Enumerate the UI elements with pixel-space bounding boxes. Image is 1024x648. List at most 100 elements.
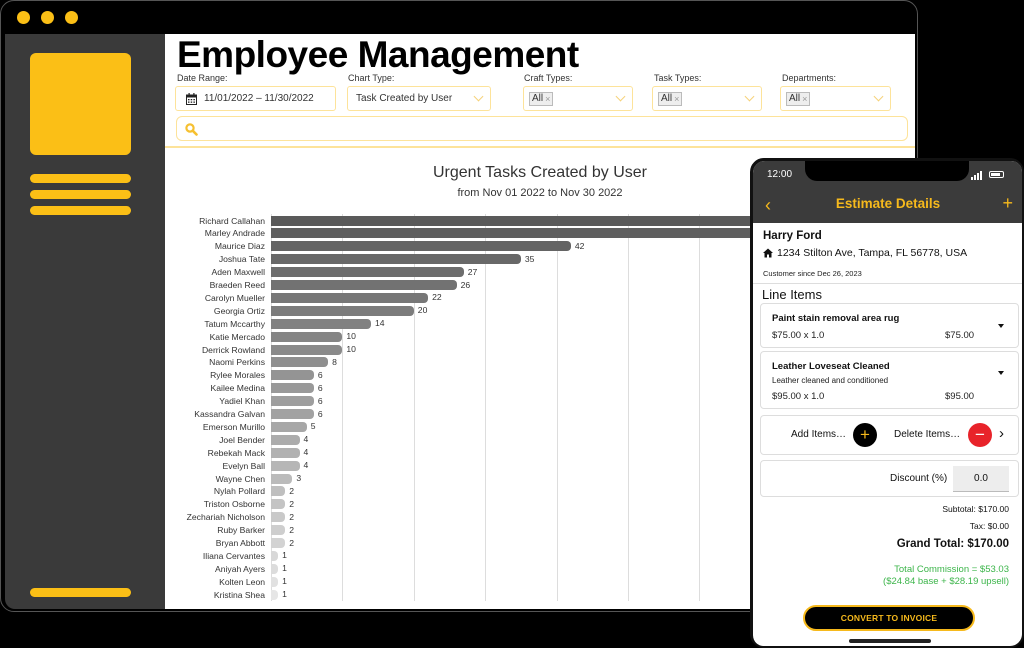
bar-value-label: 20 (417, 305, 428, 316)
caret-down-icon[interactable] (998, 324, 1004, 328)
bar-category-label: Rylee Morales (210, 370, 265, 381)
departments-tag[interactable]: All × (786, 91, 811, 106)
add-items-button[interactable]: + (853, 423, 877, 447)
bar-value-label: 1 (282, 589, 287, 600)
chart-bar[interactable] (271, 241, 571, 252)
chart-bar[interactable] (271, 215, 911, 226)
battery-icon (989, 171, 1004, 178)
chart-bar[interactable] (271, 460, 300, 471)
craft-types-label: Craft Types: (524, 73, 573, 83)
date-range-value: 11/01/2022 – 11/30/2022 (204, 93, 314, 104)
bar-category-label: Richard Callahan (199, 215, 265, 226)
chart-bar[interactable] (271, 280, 457, 290)
logo-placeholder (30, 53, 131, 155)
chart-bar[interactable] (271, 228, 911, 239)
date-range-picker[interactable]: 11/01/2022 – 11/30/2022 (175, 86, 336, 111)
task-types-tag[interactable]: All × (658, 91, 683, 106)
task-types-select[interactable]: All × (652, 86, 762, 111)
chart-bar[interactable] (271, 563, 279, 574)
sidebar-menu-item-2[interactable] (30, 190, 131, 199)
chart-bar[interactable] (271, 254, 521, 265)
chart-title: Urgent Tasks Created by User (432, 164, 647, 181)
window-dot-close[interactable] (17, 11, 30, 24)
caret-down-icon[interactable] (998, 371, 1004, 375)
search-input[interactable] (176, 116, 908, 141)
sidebar-menu-item-1[interactable] (30, 174, 131, 183)
delete-items-label[interactable]: Delete Items… (894, 429, 961, 440)
chart-bar[interactable] (271, 305, 414, 316)
customer-address: 1234 Stilton Ave, Tampa, FL 56778, USA (763, 247, 967, 259)
chart-bar[interactable] (271, 396, 314, 407)
subtotal: Subtotal: $170.00 (942, 504, 1009, 514)
bar-value-label: 4 (303, 447, 309, 458)
chart-bar[interactable] (271, 550, 279, 561)
plus-icon[interactable]: + (1002, 193, 1013, 213)
bar-category-label: Derrick Rowland (201, 344, 265, 355)
line-item-total: $75.00 (945, 330, 975, 341)
remove-tag-icon[interactable]: × (674, 93, 680, 104)
bar-category-label: Zechariah Nicholson (186, 512, 265, 523)
line-item-card[interactable]: Leather Loveseat Cleaned Leather cleaned… (760, 351, 1019, 409)
sidebar-footer-item[interactable] (30, 588, 131, 597)
chart-bar[interactable] (271, 447, 300, 458)
chart-bar[interactable] (271, 576, 279, 587)
delete-items-button[interactable]: − (968, 423, 992, 447)
address-text: 1234 Stilton Ave, Tampa, FL 56778, USA (777, 247, 968, 259)
craft-types-tag[interactable]: All × (529, 91, 554, 106)
commission-detail: ($24.84 base + $28.19 upsell) (883, 576, 1009, 587)
remove-tag-icon[interactable]: × (802, 93, 808, 104)
bar-category-label: Bryan Abbott (215, 538, 265, 548)
chart-bar[interactable] (271, 473, 293, 484)
chart-bar-row: Iliana Cervantes 1 (203, 549, 911, 562)
chevron-right-icon[interactable]: › (999, 425, 1004, 442)
filter-divider (165, 146, 915, 148)
chart-bar[interactable] (271, 409, 314, 419)
departments-select[interactable]: All × (780, 86, 891, 111)
remove-tag-icon[interactable]: × (545, 93, 551, 104)
bar-value-label: 8 (332, 356, 337, 367)
chart-type-select[interactable]: Task Created by User (347, 86, 491, 111)
chart-bar[interactable] (271, 357, 329, 368)
chart-bar[interactable] (271, 383, 314, 394)
bar-value-label: 10 (346, 331, 356, 342)
chart-bar[interactable] (271, 344, 343, 355)
sidebar-menu-item-3[interactable] (30, 206, 131, 215)
chart-bar[interactable] (271, 292, 429, 303)
chart-bar[interactable] (271, 434, 300, 445)
chart-bar[interactable] (271, 538, 286, 548)
chart-bar[interactable] (271, 486, 286, 497)
chart-bar[interactable] (271, 267, 464, 278)
customer-name: Harry Ford (763, 230, 822, 242)
discount-input[interactable]: 0.0 (953, 466, 1009, 492)
chart-bar[interactable] (271, 589, 279, 600)
bar-category-label: Yadiel Khan (219, 396, 265, 407)
bar-category-label: Maurice Diaz (214, 241, 265, 252)
chart-bar[interactable] (271, 512, 286, 523)
chart-bar[interactable] (271, 525, 286, 536)
bar-category-label: Emerson Murillo (202, 421, 265, 432)
bar-value-label: 27 (467, 266, 478, 277)
craft-types-select[interactable]: All × (523, 86, 633, 111)
window-dot-maximize[interactable] (65, 11, 78, 24)
add-items-label[interactable]: Add Items… (791, 429, 847, 440)
chart-bar-row: Joel Bender 4 (219, 433, 911, 446)
chart-bar[interactable] (271, 318, 371, 329)
chart-bar-row: Ruby Barker 2 (217, 524, 911, 537)
window-dot-minimize[interactable] (41, 11, 54, 24)
chart-bar[interactable] (271, 421, 307, 432)
chart-bar-row: Derrick Rowland 10 (202, 343, 911, 356)
chart-bar[interactable] (271, 370, 314, 381)
chart-bar[interactable] (271, 331, 343, 342)
line-item-card[interactable]: Paint stain removal area rug $75.00 x 1.… (760, 303, 1019, 348)
bar-category-label: Carolyn Mueller (204, 292, 265, 303)
chevron-left-icon[interactable]: ‹ (765, 195, 771, 215)
grid-line (485, 214, 487, 601)
chart-bar-row: Yadiel Khan 6 (219, 395, 911, 408)
convert-to-invoice-button[interactable]: CONVERT TO INVOICE (803, 605, 975, 631)
bar-value-label: 2 (289, 498, 295, 509)
chart-bar-row: Kailee Medina 6 (211, 382, 911, 395)
chart-bar[interactable] (271, 499, 286, 510)
chart-bar-row: Nylah Pollard 2 (214, 485, 911, 498)
bar-value-label: 35 (524, 253, 535, 264)
chart-subtitle: from Nov 01 2022 to Nov 30 2022 (457, 187, 623, 199)
